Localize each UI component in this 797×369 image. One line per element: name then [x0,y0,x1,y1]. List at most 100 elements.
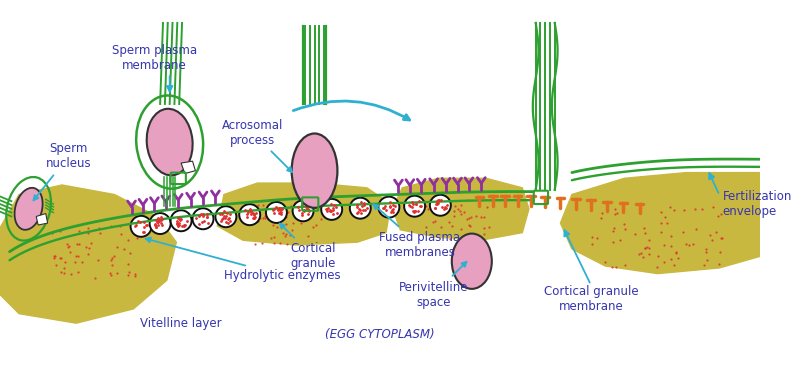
Point [442,200,454,206]
Circle shape [292,200,313,221]
Text: (EGG CYTOPLASM): (EGG CYTOPLASM) [324,328,434,341]
Point [655,220,668,225]
Point [669,249,682,255]
Point [257,215,269,221]
Point [248,211,261,217]
Point [57,270,70,276]
Point [664,256,677,262]
Point [700,257,713,263]
Point [711,213,724,218]
Point [124,250,137,256]
Point [677,207,690,213]
Point [82,230,95,236]
Point [54,228,67,234]
Point [464,223,477,228]
Point [105,262,118,268]
Point [481,204,493,210]
Point [665,233,677,239]
Point [105,255,118,261]
Point [586,234,599,239]
Point [713,249,726,255]
Point [256,240,269,246]
Point [651,264,664,270]
Point [689,226,702,232]
Point [69,259,81,265]
Point [695,206,708,211]
Point [676,229,689,235]
Point [639,231,652,237]
Point [275,217,288,223]
Point [251,218,264,224]
Point [110,270,123,276]
Point [287,220,300,226]
Point [669,250,682,256]
Point [71,269,84,275]
Point [705,237,718,242]
Point [438,197,451,203]
Point [290,199,303,205]
Point [62,244,75,250]
Point [704,232,717,238]
Point [258,215,271,221]
Point [465,214,477,220]
Point [123,269,135,275]
Point [279,231,292,237]
Point [72,254,84,259]
Point [607,225,620,231]
Point [461,197,474,203]
Point [257,202,270,208]
Point [252,201,265,207]
Point [129,271,142,277]
Point [689,207,701,213]
Point [49,253,61,259]
Point [246,214,259,220]
Point [618,226,631,232]
Point [433,198,446,204]
Point [92,257,104,263]
Point [463,215,476,221]
Point [432,206,445,212]
Point [64,249,77,255]
Point [664,204,677,210]
Circle shape [215,206,237,227]
Point [682,242,695,248]
Point [716,235,728,241]
Text: Cortical granule
membrane: Cortical granule membrane [544,285,638,313]
Point [454,211,467,217]
Point [267,222,280,228]
Point [121,261,134,266]
Point [92,225,105,231]
Point [70,253,83,259]
Point [611,210,624,216]
Point [444,236,457,242]
Point [280,210,292,216]
Ellipse shape [452,234,492,289]
Point [447,213,460,219]
Point [280,221,292,227]
Point [302,200,315,206]
Point [53,255,66,261]
Point [596,210,609,215]
Point [105,257,118,263]
Point [76,259,88,265]
Point [48,255,61,261]
Point [281,241,293,247]
Point [658,214,671,220]
Point [483,224,496,230]
Point [599,259,612,265]
Point [629,231,642,237]
Circle shape [131,216,151,237]
Point [687,241,700,247]
Point [700,246,713,252]
Point [104,223,117,229]
Text: Fused plasma
membranes: Fused plasma membranes [374,204,461,259]
Point [671,255,684,261]
Point [455,203,468,208]
Circle shape [321,199,342,220]
Point [462,222,475,228]
Point [668,262,681,268]
Point [285,227,298,233]
Circle shape [404,196,425,217]
Point [285,204,297,210]
Point [658,259,670,265]
